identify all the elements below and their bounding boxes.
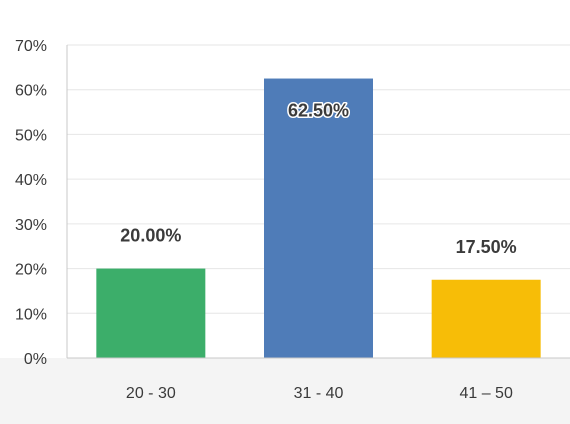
data-label-1: 20.00% (120, 226, 181, 246)
y-tick-label: 50% (15, 127, 47, 144)
y-tick-label: 70% (15, 38, 47, 55)
y-tick-label: 10% (15, 306, 47, 323)
category-label-2: 31 - 40 (294, 385, 344, 402)
data-labels: 20.00% 62.50% 17.50% (120, 99, 517, 257)
data-label-2: 62.50% (288, 101, 349, 121)
x-axis-tick-labels: 20 - 30 31 - 40 41 – 50 (126, 385, 513, 402)
category-label-3: 41 – 50 (459, 385, 512, 402)
bar-3 (431, 279, 541, 358)
bar-2 (264, 78, 373, 359)
y-axis-tick-labels: 0% 10% 20% 30% 40% 50% 60% 70% (15, 38, 47, 368)
y-tick-label: 60% (15, 83, 47, 100)
bar-1 (96, 268, 206, 358)
y-tick-label: 20% (15, 262, 47, 279)
bars (96, 78, 541, 359)
y-tick-label: 30% (15, 217, 47, 234)
y-tick-label: 40% (15, 172, 47, 189)
data-label-3: 17.50% (456, 237, 517, 257)
category-label-1: 20 - 30 (126, 385, 176, 402)
y-tick-label: 0% (24, 351, 47, 368)
